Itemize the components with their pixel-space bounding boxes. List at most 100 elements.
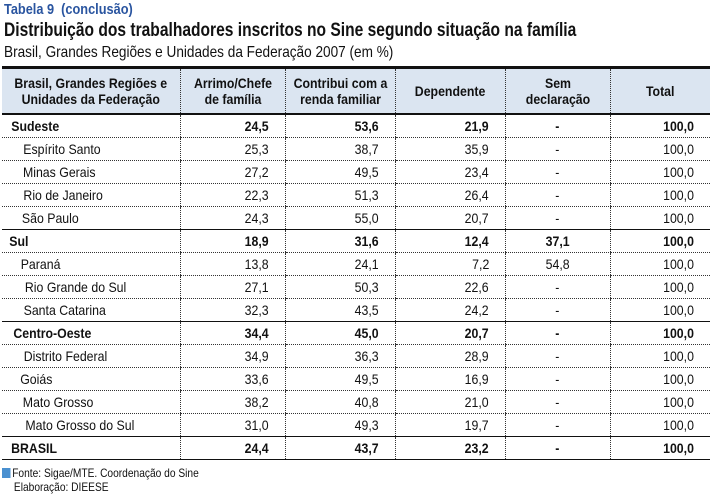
table-cell: 100,0 (609, 229, 710, 253)
table-cell: 27,2 (179, 160, 285, 184)
row-label: Rio Grande do Sul (2, 275, 180, 299)
table-row: Centro-Oeste 34,4 45,0 20,7-100,0 (2, 321, 710, 345)
table-cell: 51,3 (284, 183, 395, 207)
table-cell: - (504, 344, 610, 368)
table-row: Santa Catarina 32,3 43,5 24,2-100,0 (2, 298, 710, 322)
table-cell: 36,3 (284, 344, 395, 368)
column-header: Dependente (394, 66, 505, 115)
table-cell: 32,3 (179, 298, 285, 322)
table-cell: 13,8 (179, 252, 285, 276)
column-header: Sem declaração (504, 66, 610, 115)
row-label: Espírito Santo (2, 137, 180, 161)
table-cell: 49,3 (284, 413, 395, 437)
table-cell: 100,0 (609, 344, 710, 368)
table-cell: - (504, 321, 610, 345)
table-row: Sul 18,9 31,6 12,4 37,1 100,0 (2, 229, 710, 253)
row-label: Goiás (2, 367, 180, 391)
table-cell: 49,5 (284, 160, 395, 184)
row-label: Mato Grosso do Sul (2, 413, 180, 437)
table-cell: 26,4 (394, 183, 505, 207)
table-cell: 21,9 (394, 113, 505, 138)
table-row: BRASIL 24,4 43,7 23,2-100,0 (2, 436, 710, 460)
table-cell: 20,7 (394, 321, 505, 345)
table-cell: - (504, 206, 610, 230)
row-label: Distrito Federal (2, 344, 180, 368)
table-cell: 35,9 (394, 137, 505, 161)
table-cell: 38,7 (284, 137, 395, 161)
row-label: Paraná (2, 252, 180, 276)
table-cell: 55,0 (284, 206, 395, 230)
table-cell: 100,0 (609, 436, 710, 460)
table-cell: 43,7 (284, 436, 395, 460)
table-title: Distribuição dos trabalhadores inscritos… (4, 20, 577, 41)
table-row: Mato Grosso 38,2 40,8 21,0-100,0 (2, 390, 710, 414)
table-row: Distrito Federal 34,9 36,3 28,9-100,0 (2, 344, 710, 368)
table-cell: 37,1 (504, 229, 610, 253)
table-cell: 100,0 (609, 367, 710, 391)
table-cell: 23,4 (394, 160, 505, 184)
table-cell: - (504, 367, 610, 391)
table-footer: Fonte: Sigae/MTE. Coordenação do Sine El… (2, 466, 199, 494)
table-cell: 49,5 (284, 367, 395, 391)
column-header: Brasil, Grandes Regiões e Unidades da Fe… (2, 66, 180, 115)
table-cell: 34,9 (179, 344, 285, 368)
column-header: Arrimo/Chefe de família (179, 66, 285, 115)
table-cell: 50,3 (284, 275, 395, 299)
table-cell: 24,4 (179, 436, 285, 460)
table-cell: 100,0 (609, 137, 710, 161)
row-label: Centro-Oeste (2, 321, 180, 345)
table-cell: 100,0 (609, 252, 710, 276)
table-cell: - (504, 298, 610, 322)
table-cell: 40,8 (284, 390, 395, 414)
table-cell: - (504, 413, 610, 437)
table-row: São Paulo 24,3 55,0 20,7-100,0 (2, 206, 710, 230)
column-header: Total (609, 66, 710, 115)
table-cell: 33,6 (179, 367, 285, 391)
table-cell: 24,1 (284, 252, 395, 276)
row-label: Sul (2, 229, 180, 253)
table-cell: 100,0 (609, 390, 710, 414)
table-cell: 31,0 (179, 413, 285, 437)
table-cell: - (504, 436, 610, 460)
table-row: Goiás 33,6 49,5 16,9-100,0 (2, 367, 710, 391)
data-table: Brasil, Grandes Regiões e Unidades da Fe… (2, 66, 710, 460)
table-cell: 21,0 (394, 390, 505, 414)
table-cell: 16,9 (394, 367, 505, 391)
table-cell: 100,0 (609, 206, 710, 230)
table-cell: 34,4 (179, 321, 285, 345)
table-cell: 53,6 (284, 113, 395, 138)
table-cell: 22,6 (394, 275, 505, 299)
table-row: Rio Grande do Sul 27,1 50,3 22,6-100,0 (2, 275, 710, 299)
table-cell: 54,8 (504, 252, 610, 276)
table-cell: 43,5 (284, 298, 395, 322)
row-label: Sudeste (2, 113, 180, 138)
table-cell: 45,0 (284, 321, 395, 345)
source-note: Fonte: Sigae/MTE. Coordenação do Sine (12, 466, 199, 480)
table-cell: 18,9 (179, 229, 285, 253)
table-row: Espírito Santo 25,3 38,7 35,9-100,0 (2, 137, 710, 161)
table-cell: - (504, 137, 610, 161)
table-cell: - (504, 113, 610, 138)
table-cell: 25,3 (179, 137, 285, 161)
row-label: BRASIL (2, 436, 180, 460)
table-subtitle: Brasil, Grandes Regiões e Unidades da Fe… (4, 44, 394, 61)
table-cell: 100,0 (609, 160, 710, 184)
table-cell: 100,0 (609, 298, 710, 322)
table-label: Tabela 9 (conclusão) (4, 1, 133, 18)
row-label: Minas Gerais (2, 160, 180, 184)
table-cell: 23,2 (394, 436, 505, 460)
table-cell: 24,2 (394, 298, 505, 322)
row-label: Santa Catarina (2, 298, 180, 322)
table-cell: 20,7 (394, 206, 505, 230)
table-cell: 19,7 (394, 413, 505, 437)
table-row: Sudeste 24,5 53,6 21,9-100,0 (2, 113, 710, 138)
table-cell: 24,5 (179, 113, 285, 138)
table-cell: 7,2 (394, 252, 505, 276)
table-row: Rio de Janeiro 22,3 51,3 26,4-100,0 (2, 183, 710, 207)
table-cell: 38,2 (179, 390, 285, 414)
elaboration-note: Elaboração: DIEESE (13, 480, 109, 494)
table-cell: 100,0 (609, 113, 710, 138)
table-cell: - (504, 183, 610, 207)
table-cell: 100,0 (609, 275, 710, 299)
table-cell: 100,0 (609, 321, 710, 345)
